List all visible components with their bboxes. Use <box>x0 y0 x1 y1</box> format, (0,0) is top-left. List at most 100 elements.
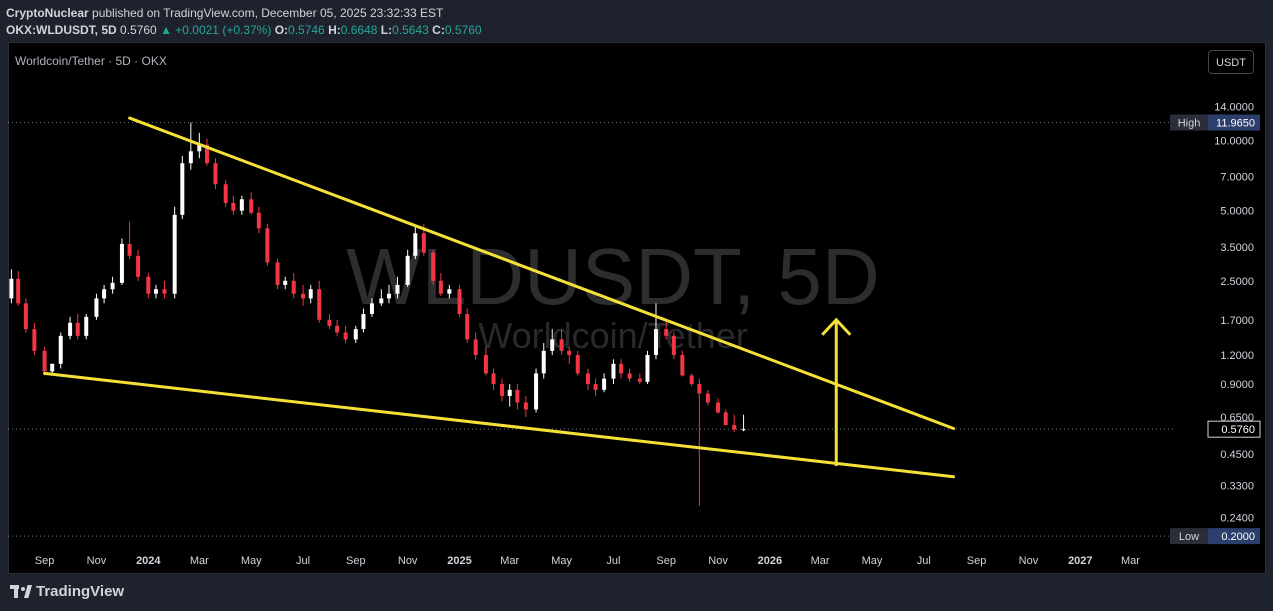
close-label: C: <box>432 23 445 37</box>
candle-body <box>507 389 512 396</box>
extreme-value-bg <box>1208 528 1260 545</box>
candle-body <box>413 233 418 256</box>
candle-body <box>483 354 488 374</box>
price-chart[interactable]: WLDUSDT, 5D Worldcoin/Tether 14.000010.0… <box>8 42 1266 574</box>
time-tick-label: Mar <box>1121 555 1140 567</box>
candle-body <box>395 284 400 294</box>
candle-body <box>308 289 313 299</box>
price-axis[interactable]: 14.0000 10.0000 7.0000 5.0000 3.5000 2.5000 1.… <box>1214 102 1254 525</box>
price-tick-label: 3.5000 <box>1220 242 1254 254</box>
time-tick-label: May <box>862 555 883 567</box>
candle-body <box>645 354 650 382</box>
candle-body <box>671 335 676 355</box>
candle-body <box>317 289 322 320</box>
candle-body <box>534 373 539 410</box>
ohlc-line: OKX:WLDUSDT, 5D 0.5760 ▲ +0.0021 (+0.37%… <box>6 23 482 37</box>
candle-body <box>405 255 410 285</box>
candle-body <box>541 350 546 374</box>
candle-body <box>523 402 528 410</box>
candle-body <box>465 313 470 340</box>
open-label: O: <box>274 23 289 37</box>
time-tick-label: 2024 <box>136 555 161 567</box>
candle-body <box>84 316 89 336</box>
candle-body <box>379 298 384 304</box>
price-tick-label: 1.2000 <box>1220 350 1254 362</box>
last-price: 0.5760 <box>120 23 157 37</box>
candle-body <box>50 363 55 372</box>
currency-button[interactable]: USDT <box>1208 50 1254 74</box>
candle-body <box>283 280 288 285</box>
candle-body <box>102 289 107 299</box>
candle-body <box>213 163 218 185</box>
candle-body <box>327 319 332 326</box>
candle-body <box>136 255 141 277</box>
candle-body <box>110 282 115 290</box>
time-axis[interactable]: Sep Nov 2024 Mar May Jul Sep Nov 2025 Mar May Jul Se… <box>35 555 1141 567</box>
open-value: 0.5746 <box>288 23 325 37</box>
symbol-label: OKX:WLDUSDT, 5D <box>6 23 117 37</box>
candle-body <box>256 212 261 229</box>
candle-body <box>146 276 151 294</box>
candle-body <box>239 199 244 211</box>
time-tick-label: Mar <box>500 555 519 567</box>
candle-body <box>575 354 580 374</box>
candle-body <box>515 389 520 403</box>
candle-body <box>741 429 746 431</box>
price-tick-label: 10.0000 <box>1214 136 1254 148</box>
time-tick-label: Sep <box>656 555 676 567</box>
candle-body <box>353 329 358 340</box>
time-tick-label: 2025 <box>447 555 471 567</box>
high-value: 0.6648 <box>340 23 378 37</box>
price-tick-label: 0.2400 <box>1220 513 1254 525</box>
candle-body <box>369 303 374 314</box>
candle-body <box>705 393 710 403</box>
time-tick-label: Sep <box>967 555 987 567</box>
candle-body <box>249 199 254 213</box>
time-tick-label: Jul <box>917 555 931 567</box>
candle-body <box>500 384 505 396</box>
publisher-name[interactable]: CryptoNuclear <box>6 6 89 20</box>
candle-body <box>58 335 63 364</box>
candle-body <box>473 339 478 355</box>
close-value: 0.5760 <box>444 23 482 37</box>
publish-info: CryptoNuclear published on TradingView.c… <box>6 6 443 20</box>
time-tick-label: Sep <box>35 555 55 567</box>
candle-body <box>197 144 202 152</box>
candle-body <box>42 350 47 372</box>
time-tick-label: Mar <box>190 555 209 567</box>
candle-body <box>716 402 721 413</box>
candle-body <box>611 363 616 379</box>
candle-body <box>127 243 132 256</box>
breakout-arrow-head <box>821 317 852 336</box>
candle-body <box>689 375 694 385</box>
chart-legend: Worldcoin/Tether · 5D · OKX <box>15 54 167 68</box>
price-tick-label: 14.0000 <box>1214 102 1254 114</box>
watermark-symbol: WLDUSDT, 5D <box>346 232 879 321</box>
price-tick-label: 2.5000 <box>1220 276 1254 288</box>
publish-header: CryptoNuclear published on TradingView.c… <box>0 0 1273 42</box>
tradingview-logo[interactable]: TradingView <box>10 583 124 600</box>
candle-body <box>447 289 452 294</box>
time-tick-label: Sep <box>346 555 366 567</box>
time-tick-label: Nov <box>87 555 107 567</box>
publish-text: published on TradingView.com, December 0… <box>92 6 444 20</box>
candle-body <box>94 298 99 317</box>
candle-body <box>491 373 496 385</box>
candle-body <box>301 293 306 299</box>
extreme-tag-text: High <box>1178 118 1201 130</box>
time-tick-label: Nov <box>1019 555 1039 567</box>
candle-body <box>75 322 80 336</box>
candle-body <box>653 329 658 355</box>
time-tick-label: Nov <box>398 555 418 567</box>
time-tick-label: Nov <box>708 555 728 567</box>
extreme-value-bg <box>1208 114 1260 131</box>
price-change: ▲ +0.0021 (+0.37%) <box>160 23 272 37</box>
candle-body <box>204 144 209 164</box>
candle-body <box>593 384 598 390</box>
candle-body <box>265 228 270 263</box>
price-tick-label: 7.0000 <box>1220 172 1254 184</box>
candle-body <box>223 184 228 203</box>
extreme-tag-bg <box>1170 528 1208 545</box>
extreme-tag-text: Low <box>1179 531 1199 543</box>
price-tick-label: 5.0000 <box>1220 206 1254 218</box>
